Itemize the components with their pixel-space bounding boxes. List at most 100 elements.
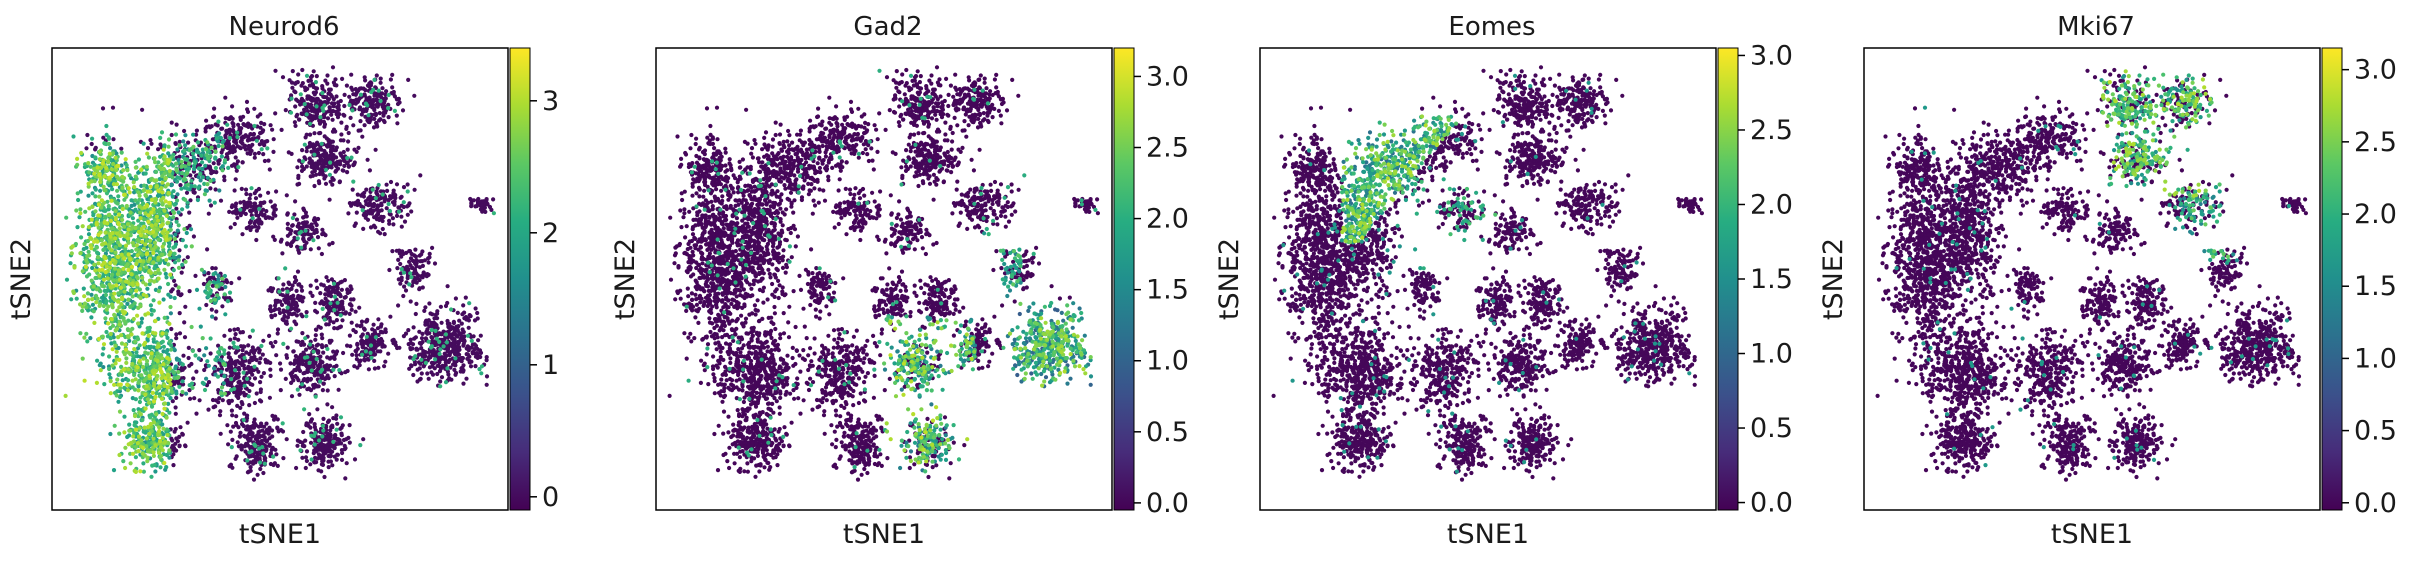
data-point <box>257 187 261 191</box>
data-point <box>453 356 457 360</box>
data-point <box>320 142 324 146</box>
data-point <box>244 442 248 446</box>
data-point <box>219 432 223 436</box>
data-point <box>280 238 284 242</box>
data-point <box>380 208 384 212</box>
data-point <box>292 297 296 301</box>
data-point <box>188 148 192 152</box>
data-point <box>355 342 359 346</box>
data-point <box>328 173 332 177</box>
data-point <box>129 198 133 202</box>
data-point <box>229 364 233 368</box>
data-point <box>252 365 256 369</box>
data-point <box>183 143 187 147</box>
data-point <box>400 195 404 199</box>
data-point <box>264 209 268 213</box>
data-point <box>364 349 368 353</box>
data-point <box>213 298 217 302</box>
data-point <box>388 209 392 213</box>
data-point <box>340 77 344 81</box>
data-point <box>116 400 120 404</box>
data-point <box>272 308 276 312</box>
data-point <box>220 154 224 158</box>
data-point <box>389 180 393 184</box>
data-point <box>287 282 291 286</box>
data-point <box>177 385 181 389</box>
data-point <box>229 225 233 229</box>
data-point <box>187 364 191 368</box>
data-point <box>286 300 290 304</box>
data-point <box>236 165 240 169</box>
data-point <box>390 338 394 342</box>
data-point <box>297 393 301 397</box>
data-point <box>358 119 362 123</box>
data-point <box>263 159 267 163</box>
data-point <box>381 192 385 196</box>
data-point <box>449 327 453 331</box>
data-point <box>257 350 261 354</box>
data-point <box>368 351 372 355</box>
data-point <box>406 182 410 186</box>
data-point <box>149 345 153 349</box>
data-point <box>390 73 394 77</box>
data-point <box>251 459 255 463</box>
data-point <box>445 340 449 344</box>
data-point <box>197 307 201 311</box>
data-point <box>191 152 195 156</box>
data-point <box>233 368 237 372</box>
data-point <box>225 368 229 372</box>
data-point <box>301 430 305 434</box>
data-point <box>169 289 173 293</box>
data-point <box>318 131 322 135</box>
data-point <box>384 89 388 93</box>
data-point <box>398 100 402 104</box>
data-point <box>271 150 275 154</box>
data-point <box>175 123 179 127</box>
data-point <box>293 90 297 94</box>
data-point <box>168 340 172 344</box>
data-point <box>348 302 352 306</box>
data-point <box>471 351 475 355</box>
data-point <box>133 198 137 202</box>
data-point <box>170 183 174 187</box>
data-point <box>252 206 256 210</box>
data-point <box>314 279 318 283</box>
data-point <box>292 349 296 353</box>
data-point <box>141 201 145 205</box>
data-point <box>183 443 187 447</box>
data-point <box>327 309 331 313</box>
data-point <box>291 376 295 380</box>
data-point <box>128 305 132 309</box>
data-point <box>318 355 322 359</box>
data-point <box>247 394 251 398</box>
data-point <box>122 386 126 390</box>
data-point <box>209 203 213 207</box>
data-point <box>323 122 327 126</box>
data-point <box>294 322 298 326</box>
data-point <box>437 360 441 364</box>
data-point <box>480 364 484 368</box>
data-point <box>365 335 369 339</box>
data-point <box>138 343 142 347</box>
data-point <box>384 96 388 100</box>
data-point <box>464 296 468 300</box>
data-point <box>323 317 327 321</box>
data-point <box>130 249 134 253</box>
data-point <box>376 203 380 207</box>
data-point <box>173 232 177 236</box>
data-point <box>379 322 383 326</box>
data-point <box>274 299 278 303</box>
data-point <box>310 74 314 78</box>
data-point <box>314 328 318 332</box>
data-point <box>273 214 277 218</box>
data-point <box>321 463 325 467</box>
data-point <box>222 175 226 179</box>
data-point <box>142 184 146 188</box>
data-point <box>320 106 324 110</box>
data-point <box>226 442 230 446</box>
data-point <box>240 402 244 406</box>
data-point <box>326 373 330 377</box>
data-point <box>211 137 215 141</box>
data-point <box>248 197 252 201</box>
data-point <box>166 293 170 297</box>
